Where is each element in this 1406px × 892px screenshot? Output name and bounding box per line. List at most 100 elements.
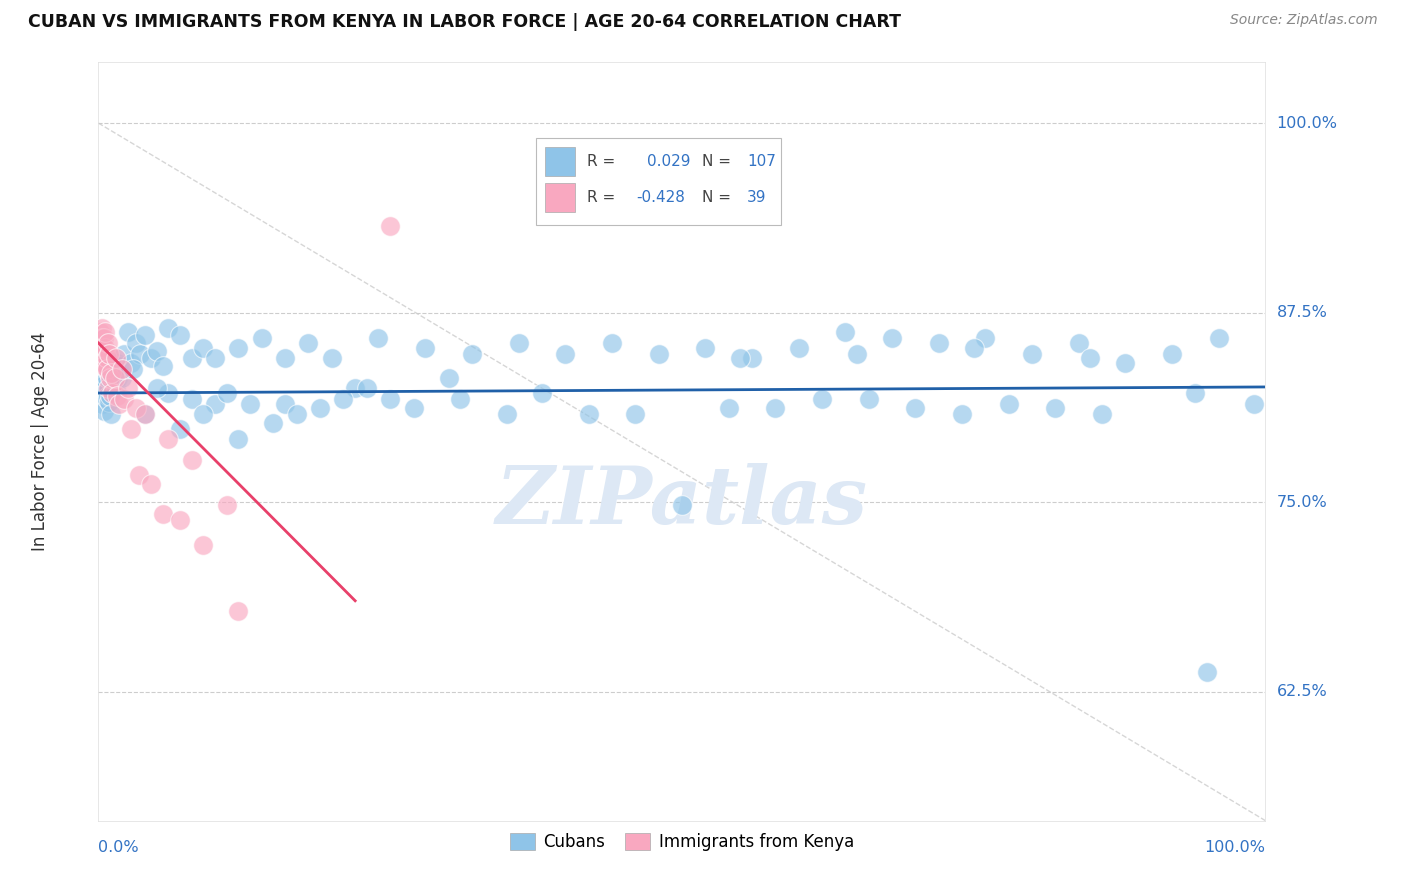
Point	[193, 341, 215, 355]
Point	[98, 389, 121, 403]
Point	[117, 382, 139, 396]
Legend: Cubans, Immigrants from Kenya: Cubans, Immigrants from Kenya	[503, 826, 860, 858]
Point	[100, 407, 122, 421]
Point	[100, 361, 122, 376]
Point	[1067, 335, 1090, 350]
Point	[250, 331, 273, 345]
Point	[413, 341, 436, 355]
Point	[90, 356, 112, 370]
Point	[146, 343, 169, 358]
Point	[1208, 331, 1230, 345]
Point	[97, 389, 120, 403]
Point	[98, 371, 121, 385]
Point	[356, 382, 378, 396]
Point	[94, 386, 117, 401]
Text: 100.0%: 100.0%	[1277, 116, 1337, 130]
Point	[695, 341, 717, 355]
Point	[204, 351, 226, 366]
Point	[91, 343, 114, 358]
Point	[97, 365, 120, 379]
Text: R =: R =	[588, 190, 616, 205]
Text: 87.5%: 87.5%	[1277, 305, 1327, 320]
Point	[111, 361, 134, 376]
Point	[91, 389, 114, 403]
Point	[962, 341, 984, 355]
Point	[94, 341, 117, 355]
Point	[285, 407, 308, 421]
Point	[741, 351, 763, 366]
Point	[129, 346, 152, 360]
Point	[90, 335, 112, 350]
Point	[1080, 351, 1102, 366]
Point	[157, 386, 180, 401]
Text: Source: ZipAtlas.com: Source: ZipAtlas.com	[1230, 13, 1378, 28]
Point	[274, 351, 297, 366]
Point	[122, 361, 145, 376]
Point	[1045, 401, 1067, 416]
Point	[152, 508, 174, 522]
Point	[169, 422, 191, 436]
Point	[169, 328, 191, 343]
Point	[600, 335, 623, 350]
Point	[89, 326, 111, 340]
Point	[228, 604, 250, 618]
Point	[104, 382, 127, 396]
Point	[157, 432, 180, 446]
Point	[858, 392, 880, 406]
Point	[111, 371, 134, 385]
Point	[96, 371, 118, 385]
Point	[120, 356, 142, 370]
Point	[508, 335, 530, 350]
Point	[437, 371, 460, 385]
Point	[112, 346, 135, 360]
Point	[904, 401, 927, 416]
Point	[139, 351, 162, 366]
Point	[108, 359, 131, 373]
Point	[274, 397, 297, 411]
Point	[101, 386, 124, 401]
Point	[104, 371, 127, 385]
Point	[1184, 386, 1206, 401]
Point	[90, 397, 112, 411]
Point	[128, 467, 150, 482]
Text: -0.428: -0.428	[637, 190, 685, 205]
Point	[215, 498, 238, 512]
Point	[1161, 346, 1184, 360]
Point	[91, 356, 114, 370]
Point	[96, 392, 118, 406]
Text: 0.029: 0.029	[647, 154, 690, 169]
Text: R =: R =	[588, 154, 616, 169]
Point	[107, 371, 129, 385]
Point	[100, 367, 122, 381]
Point	[461, 346, 484, 360]
Point	[101, 356, 124, 370]
Point	[496, 407, 519, 421]
Point	[97, 346, 120, 360]
Point	[834, 326, 856, 340]
Point	[997, 397, 1019, 411]
Point	[146, 382, 169, 396]
Point	[380, 219, 402, 234]
Point	[332, 392, 354, 406]
Point	[108, 397, 131, 411]
Point	[730, 351, 752, 366]
Point	[880, 331, 903, 345]
Point	[204, 397, 226, 411]
Point	[90, 320, 112, 334]
FancyBboxPatch shape	[546, 147, 575, 176]
Point	[103, 361, 125, 376]
Point	[647, 346, 669, 360]
Point	[239, 397, 262, 411]
Text: N =: N =	[702, 154, 731, 169]
FancyBboxPatch shape	[546, 183, 575, 211]
Point	[104, 376, 127, 391]
Point	[763, 401, 786, 416]
Text: CUBAN VS IMMIGRANTS FROM KENYA IN LABOR FORCE | AGE 20-64 CORRELATION CHART: CUBAN VS IMMIGRANTS FROM KENYA IN LABOR …	[28, 13, 901, 31]
Point	[105, 356, 128, 370]
Point	[93, 331, 115, 345]
Point	[97, 335, 120, 350]
Point	[93, 359, 115, 373]
Point	[157, 320, 180, 334]
Point	[97, 382, 120, 396]
Point	[262, 417, 284, 431]
